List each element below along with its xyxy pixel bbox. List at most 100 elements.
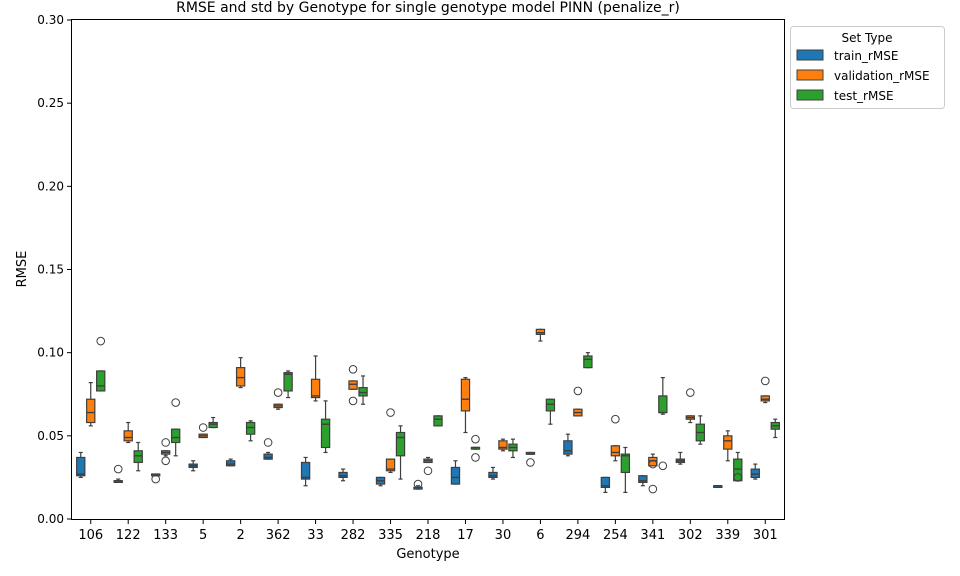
outlier-point — [171, 398, 180, 407]
outlier-point — [471, 453, 480, 462]
box-iqr — [310, 378, 321, 399]
box-train_rMSE-282 — [338, 468, 348, 482]
box-test_rMSE-106 — [96, 336, 106, 392]
y-tick-label: 0.25 — [37, 96, 64, 110]
legend-frame — [790, 26, 945, 109]
box-test_rMSE-5 — [208, 416, 218, 429]
box-iqr — [723, 435, 733, 450]
box-train_rMSE-294 — [563, 433, 573, 457]
box-test_rMSE-30 — [508, 438, 518, 459]
box-train_rMSE-17 — [450, 460, 461, 485]
outlier-point — [263, 438, 273, 447]
outlier-point — [96, 336, 106, 346]
legend-entries: train_rMSE validation_rMSE test_rMSE — [796, 49, 930, 103]
box-train_rMSE-302 — [675, 451, 686, 465]
box-iqr — [283, 372, 293, 392]
box-iqr — [488, 471, 498, 479]
box-train_rMSE-33 — [300, 456, 311, 487]
box-iqr — [658, 395, 668, 414]
box-validation_rMSE-17 — [460, 377, 471, 434]
box-iqr — [433, 415, 443, 427]
box-validation_rMSE-335 — [385, 408, 396, 474]
box-iqr — [225, 460, 236, 467]
outlier-point — [658, 461, 668, 471]
box-iqr — [545, 398, 556, 412]
box-validation_rMSE-33 — [310, 355, 321, 402]
box-iqr — [170, 428, 181, 444]
plot-frame — [71, 19, 785, 520]
box-validation_rMSE-282 — [348, 365, 358, 406]
x-tick-label: 362 — [266, 528, 291, 543]
box-validation_rMSE-2 — [235, 357, 246, 389]
box-train_rMSE-30 — [488, 466, 498, 480]
box-test_rMSE-2 — [245, 420, 256, 442]
box-iqr — [563, 440, 573, 455]
box-test_rMSE-218 — [433, 415, 443, 427]
box-iqr — [358, 386, 368, 397]
box-test_rMSE-362 — [283, 370, 293, 399]
box-iqr — [760, 395, 770, 402]
legend: Set Type train_rMSE validation_rMSE test_r… — [790, 26, 945, 109]
box-test_rMSE-339 — [733, 451, 743, 482]
x-tick-label: 6 — [536, 528, 544, 543]
box-iqr — [235, 367, 246, 387]
y-tick-label: 0.15 — [37, 263, 64, 277]
x-tick-label: 133 — [153, 528, 178, 543]
box-iqr — [583, 355, 593, 369]
outlier-point — [161, 456, 170, 466]
outlier-point — [686, 388, 695, 397]
box-iqr — [733, 458, 743, 482]
box-test_rMSE-6 — [545, 398, 556, 425]
box-train_rMSE-339 — [713, 485, 723, 488]
outlier-point — [386, 408, 395, 417]
box-iqr — [395, 431, 406, 457]
box-train_rMSE-2 — [225, 458, 236, 467]
box-iqr — [348, 380, 358, 390]
box-validation_rMSE-294 — [573, 386, 583, 417]
x-tick-label: 5 — [199, 528, 207, 543]
box-test_rMSE-341 — [658, 377, 668, 471]
legend-label-train_rMSE: train_rMSE — [834, 49, 898, 63]
box-test_rMSE-335 — [395, 425, 406, 480]
box-validation_rMSE-106 — [86, 382, 96, 427]
x-tick-label: 218 — [416, 528, 441, 543]
box-iqr — [123, 430, 133, 442]
box-train_rMSE-362 — [263, 438, 273, 460]
box-validation_rMSE-6 — [535, 328, 546, 342]
box-iqr — [133, 450, 143, 464]
x-tick-label: 254 — [603, 528, 628, 543]
box-test_rMSE-17 — [470, 434, 481, 462]
box-iqr — [498, 440, 508, 450]
legend-label-validation_rMSE: validation_rMSE — [834, 69, 930, 83]
box-iqr — [620, 453, 631, 474]
outlier-point — [151, 474, 160, 484]
box-train_rMSE-106 — [76, 451, 86, 479]
outlier-point — [611, 414, 620, 424]
box-validation_rMSE-254 — [610, 414, 621, 462]
box-train_rMSE-301 — [750, 463, 760, 480]
box-train_rMSE-254 — [600, 476, 611, 493]
box-iqr — [245, 421, 256, 435]
box-validation_rMSE-218 — [423, 456, 433, 476]
legend-swatch-train_rMSE — [796, 49, 824, 61]
box-test_rMSE-301 — [770, 418, 780, 439]
box-iqr — [208, 421, 218, 429]
outlier-point — [161, 438, 170, 447]
x-tick-label: 106 — [78, 528, 103, 543]
box-test_rMSE-282 — [358, 375, 368, 405]
outlier-point — [348, 365, 358, 374]
outlier-point — [760, 376, 770, 386]
x-tick-label: 341 — [640, 528, 665, 543]
outlier-point — [733, 473, 743, 482]
outlier-point — [573, 386, 583, 396]
x-tick-label: 335 — [378, 528, 403, 543]
outlier-point — [273, 388, 283, 397]
x-axis-label: Genotype — [396, 547, 459, 562]
outlier-point — [526, 458, 535, 467]
box-iqr — [450, 466, 461, 485]
box-validation_rMSE-133 — [160, 438, 171, 466]
box-train_rMSE-5 — [188, 460, 198, 472]
box-train_rMSE-218 — [413, 479, 423, 490]
outlier-point — [648, 484, 658, 494]
